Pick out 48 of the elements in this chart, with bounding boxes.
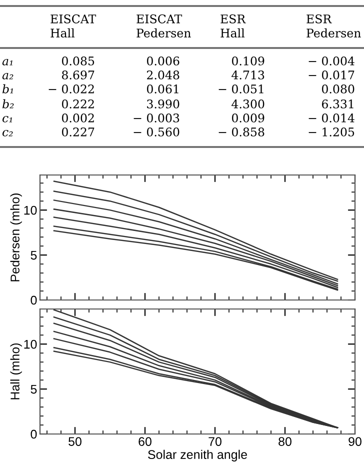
- category-label: a₂: [2, 72, 14, 80]
- text: 0.009: [232, 113, 264, 122]
- category-label: b₁: [2, 84, 13, 94]
- category-label: EISCAT Pedersen: [136, 14, 191, 38]
- category-label: EISCAT Hall: [50, 14, 96, 38]
- text: − 0.003: [134, 113, 180, 122]
- x-tick-label: 80: [278, 437, 292, 446]
- text: 4.713: [232, 70, 264, 80]
- text: − 0.051: [218, 84, 264, 94]
- y-tick-label: 10: [24, 206, 37, 215]
- y-tick-label: 5: [30, 250, 37, 260]
- text: 0.109: [232, 56, 264, 66]
- text: 0.002: [62, 113, 94, 122]
- text: 2.048: [147, 70, 180, 80]
- category-label: b₂: [2, 99, 14, 108]
- y-axis-title: Hall (mho): [10, 343, 22, 400]
- x-tick-label: 90: [348, 437, 362, 446]
- text: 8.697: [62, 70, 94, 80]
- text: 0.222: [62, 99, 94, 108]
- text: 0.006: [146, 56, 180, 66]
- category-label: c₁: [2, 116, 12, 122]
- category-label: c₂: [2, 130, 13, 136]
- text: − 0.004: [308, 56, 354, 66]
- text: 0.080: [322, 84, 354, 94]
- text: 6.331: [322, 99, 354, 108]
- text: − 0.017: [308, 70, 354, 80]
- x-axis-title: Solar zenith angle: [148, 450, 247, 462]
- text: 0.227: [62, 127, 94, 136]
- y-tick-label: 10: [24, 340, 37, 349]
- x-tick-label: 70: [208, 437, 222, 446]
- y-tick-label: 0: [30, 430, 37, 439]
- text: 0.085: [62, 56, 94, 66]
- text: − 0.014: [308, 113, 354, 122]
- y-axis-title: Pedersen (mho): [10, 193, 22, 282]
- y-tick-label: 0: [30, 296, 37, 305]
- text: 3.990: [147, 99, 180, 108]
- y-tick-label: 5: [30, 384, 37, 394]
- category-label: a₁: [2, 58, 12, 66]
- x-tick-label: 60: [138, 437, 152, 446]
- text: − 0.022: [48, 84, 94, 94]
- text: − 1.205: [308, 127, 354, 136]
- x-tick-label: 50: [68, 437, 82, 446]
- text: − 0.858: [218, 127, 264, 136]
- text: 0.061: [146, 84, 178, 94]
- category-label: ESR Hall: [220, 14, 246, 38]
- text: − 0.560: [134, 127, 180, 136]
- text: 4.300: [232, 99, 264, 108]
- category-label: ESR Pedersen: [306, 14, 361, 38]
